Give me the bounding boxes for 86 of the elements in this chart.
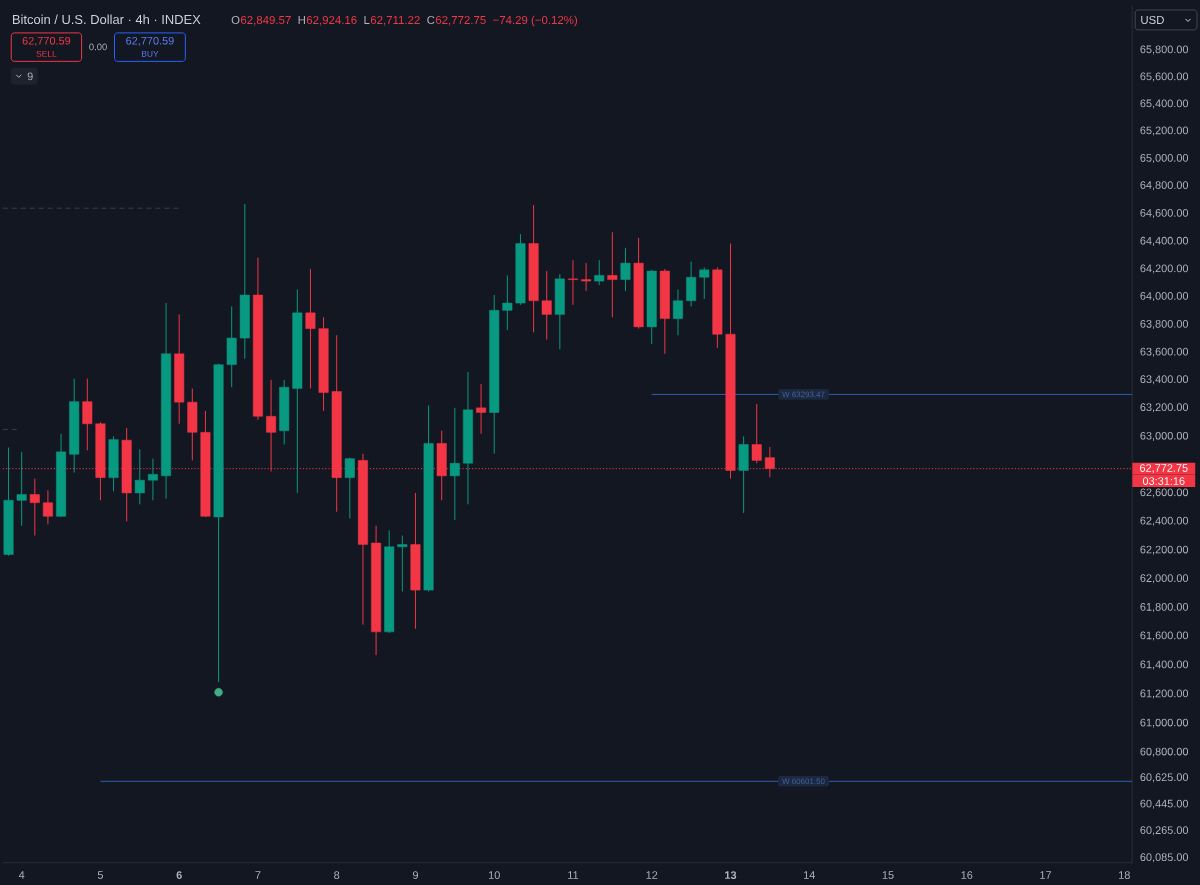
x-tick-label: 4 [18,871,25,879]
y-tick-label: 62,200.00 [1140,545,1189,555]
candlestick [16,451,27,527]
ref-line-label: 62,772.75 [1140,464,1188,474]
candlestick [82,378,93,451]
x-tick-label: 11 [568,871,579,879]
annotation: L [364,16,370,24]
candlestick [502,274,513,331]
x-tick-label: 16 [961,871,973,879]
y-tick-label: 64,800.00 [1140,181,1189,191]
candlestick [686,261,697,307]
x-tick-label: 12 [646,871,658,879]
annotation: 62,770.59 [126,36,174,46]
candlestick [699,266,710,300]
x-tick-label: 9 [412,871,418,879]
candlestick [344,457,355,520]
x-tick-label: 5 [97,871,103,879]
y-tick-label: 63,400.00 [1140,375,1189,385]
annotation: O [231,15,240,25]
text: USD [1141,15,1164,24]
y-tick-label: 65,800.00 [1140,45,1189,55]
y-tick-label: 60,625.00 [1140,773,1189,783]
annotation: C [427,15,435,25]
y-tick-label: 62,000.00 [1140,574,1189,584]
candlestick [29,478,40,537]
x-tick-label: 17 [1040,871,1052,879]
candlestick [607,231,618,318]
y-tick-label: 63,000.00 [1140,431,1189,441]
annotation: 62,924.16 [306,15,357,26]
x-tick-label: 10 [488,871,500,879]
candlestick [449,407,460,521]
candlestick [397,535,408,593]
annotation: 62,711.22 [370,15,420,26]
annotation: −74.29 (−0.12%) [493,15,578,27]
annotation: SELL [36,50,57,57]
text: 03:31:16 [1142,477,1185,485]
y-tick-label: 65,200.00 [1140,126,1189,136]
y-tick-label: 61,400.00 [1140,660,1189,670]
y-tick-label: 63,600.00 [1140,347,1189,357]
x-tick-label: 8 [334,871,340,879]
annotation: 0.00 [89,43,107,51]
candlestick [620,247,631,292]
y-tick-label: 60,445.00 [1140,799,1189,809]
annotation: 62,772.75 [435,15,486,26]
annotation: H [298,16,305,24]
candlestick [147,458,158,501]
y-tick-label: 63,200.00 [1140,403,1189,413]
candlestick [764,446,775,478]
y-tick-label: 60,800.00 [1140,747,1189,757]
candlestick [476,383,487,435]
x-tick-label: 6 [176,871,182,879]
y-tick-label: 61,000.00 [1140,718,1189,728]
y-tick-label: 61,800.00 [1140,603,1189,613]
candlestick [134,448,145,505]
candlestick [568,259,578,306]
candlestick [751,403,762,464]
y-tick-label: 65,600.00 [1140,72,1189,82]
candlestick [594,259,605,286]
x-tick-label: 14 [804,871,815,879]
annotation: BUY [141,50,159,57]
y-tick-label: 65,000.00 [1140,154,1189,164]
y-tick-label: 64,000.00 [1140,292,1189,302]
annotation: 62,849.57 [241,15,291,26]
y-tick-label: 60,265.00 [1140,826,1189,836]
y-tick-label: 65,400.00 [1140,99,1189,109]
y-tick-label: 64,400.00 [1140,236,1189,246]
y-tick-label: 62,600.00 [1140,488,1189,498]
candlestick [305,268,316,389]
y-tick-label: 64,600.00 [1140,209,1189,219]
candlestick [673,288,683,336]
x-tick-label: 7 [255,871,261,879]
annotation: 62,770.59 [22,36,71,46]
candlestick [42,489,53,525]
y-tick-label: 61,600.00 [1140,631,1189,641]
x-tick-label: 18 [1119,871,1130,879]
text: Bitcoin / U.S. Dollar · 4h · INDEX [13,14,201,25]
y-tick-label: 62,400.00 [1140,516,1189,526]
x-tick-label: 13 [725,871,737,879]
x-tick-label: 15 [882,871,894,879]
y-tick-label: 63,800.00 [1140,319,1189,329]
y-tick-label: 60,085.00 [1140,853,1189,863]
candlestick [581,262,592,292]
candlestick [541,270,552,341]
y-tick-label: 64,200.00 [1140,264,1189,274]
annotation: 9 [27,72,33,81]
y-tick-label: 61,200.00 [1140,689,1189,699]
